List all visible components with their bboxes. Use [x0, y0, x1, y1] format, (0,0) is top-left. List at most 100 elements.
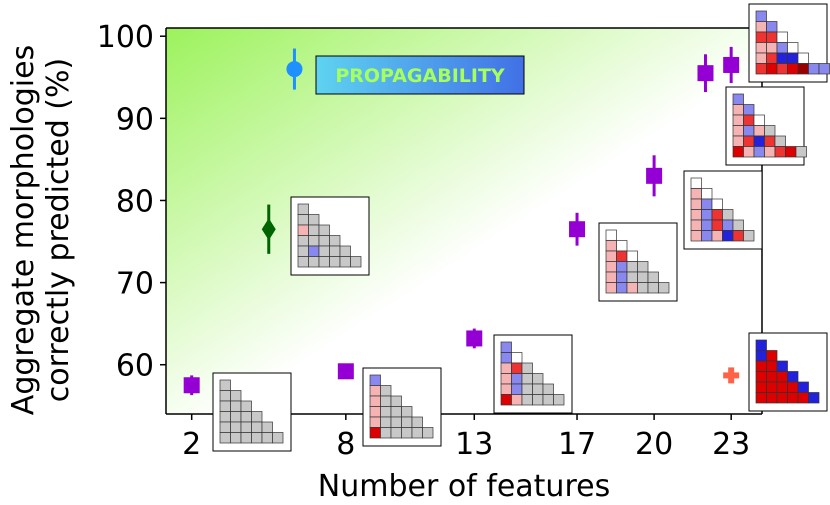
inset-17-cell-5-1 [616, 282, 628, 294]
inset-corner-cell-5-3 [787, 392, 799, 404]
inset-17-cell-3-1 [616, 261, 628, 273]
inset-20-cell-3-3 [722, 209, 734, 221]
inset-22-cell-2-2 [753, 114, 765, 126]
point-square-23 [723, 56, 740, 73]
inset-13-cell-4-3 [532, 383, 544, 395]
inset-13-cell-2-0 [500, 362, 512, 374]
inset-corner-cell-5-0 [755, 392, 767, 404]
inset-17-cell-1-1 [616, 240, 628, 252]
point-square-8 [337, 363, 354, 380]
inset-23-cell-4-3 [787, 52, 799, 64]
inset-22-cell-2-0 [732, 114, 744, 126]
inset-corner-cell-3-2 [776, 371, 788, 383]
inset-prop-cell-4-0 [297, 245, 309, 257]
inset-13-cell-4-0 [500, 383, 512, 395]
inset-17-cell-0-0 [605, 229, 617, 241]
inset-corner-cell-0-0 [755, 339, 767, 351]
inset-22-cell-0-0 [732, 93, 744, 105]
inset-corner [748, 332, 828, 412]
inset-17-cell-3-0 [605, 261, 617, 273]
inset-22-cell-5-6 [795, 146, 807, 158]
inset-20-cell-3-0 [690, 209, 702, 221]
inset-prop-cell-2-0 [297, 224, 309, 236]
inset-2-cell-2-0 [219, 400, 231, 412]
inset-13-cell-3-0 [500, 373, 512, 385]
inset-2-cell-4-1 [230, 421, 242, 433]
inset-22-cell-5-2 [753, 146, 765, 158]
inset-23-cell-4-1 [766, 52, 778, 64]
x-tick-label-8: 8 [336, 427, 355, 462]
inset-corner-cell-5-2 [776, 392, 788, 404]
inset-13-cell-1-1 [511, 352, 523, 364]
inset-2-cell-5-2 [240, 432, 252, 444]
inset-2-cell-5-5 [272, 432, 284, 444]
inset-23-cell-1-1 [766, 21, 778, 33]
inset-2-cell-1-1 [230, 390, 242, 402]
inset-23-cell-5-0 [755, 63, 767, 75]
inset-20-cell-5-3 [722, 230, 734, 242]
inset-20-cell-5-0 [690, 230, 702, 242]
inset-23-cell-2-1 [766, 31, 778, 43]
inset-22-cell-5-3 [764, 146, 776, 158]
inset-17-cell-4-2 [626, 271, 638, 283]
inset-13-cell-4-4 [542, 383, 554, 395]
inset-8-cell-5-2 [390, 427, 402, 439]
inset-13-cell-2-2 [521, 362, 533, 374]
inset-17-cell-3-3 [637, 261, 649, 273]
inset-8-cell-4-2 [390, 416, 402, 428]
y-tick-label-80: 80 [116, 184, 154, 219]
inset-17-cell-5-0 [605, 282, 617, 294]
point-square-20 [646, 167, 663, 184]
x-tick-label-20: 20 [635, 427, 673, 462]
inset-13-cell-3-3 [532, 373, 544, 385]
inset-2-cell-4-0 [219, 421, 231, 433]
inset-2-cell-3-3 [251, 411, 263, 423]
inset-2-cell-3-2 [240, 411, 252, 423]
inset-17-cell-5-4 [647, 282, 659, 294]
inset-prop-cell-0-0 [297, 203, 309, 215]
inset-corner-cell-3-3 [787, 371, 799, 383]
inset-22-cell-4-3 [764, 135, 776, 147]
inset-8-cell-5-4 [411, 427, 423, 439]
inset-23-cell-4-2 [776, 52, 788, 64]
inset-prop-cell-5-5 [350, 256, 362, 268]
inset-8-cell-4-3 [401, 416, 413, 428]
x-tick-label-23: 23 [712, 427, 750, 462]
inset-prop-cell-3-2 [318, 235, 330, 247]
inset-20-cell-0-0 [690, 177, 702, 189]
inset-2-cell-4-2 [240, 421, 252, 433]
inset-corner-cell-2-2 [776, 360, 788, 372]
data-marks [183, 46, 740, 396]
y-axis-label: Aggregate morphologies correctly predict… [6, 45, 76, 415]
inset-8-cell-1-0 [369, 385, 381, 397]
inset-13-cell-5-4 [542, 394, 554, 406]
inset-22-cell-5-5 [785, 146, 797, 158]
y-axis-label-line-2: correctly predicted (%) [41, 58, 76, 402]
inset-20-cell-4-3 [722, 219, 734, 231]
point-square-17 [569, 221, 586, 238]
inset-8-cell-3-1 [380, 406, 392, 418]
inset-20-cell-3-2 [711, 209, 723, 221]
inset-prop-cell-3-1 [308, 235, 320, 247]
inset-prop-cell-5-2 [318, 256, 330, 268]
inset-8-cell-2-2 [390, 395, 402, 407]
inset-17-cell-5-2 [626, 282, 638, 294]
inset-8-cell-3-2 [390, 406, 402, 418]
inset-8-cell-3-3 [401, 406, 413, 418]
inset-8-cell-0-0 [369, 374, 381, 386]
inset-corner-cell-5-5 [808, 392, 820, 404]
inset-corner-cell-4-1 [766, 381, 778, 393]
inset-20-cell-4-4 [732, 219, 744, 231]
inset-corner-cell-3-0 [755, 371, 767, 383]
inset-13-cell-1-0 [500, 352, 512, 364]
inset-23-cell-0-0 [755, 10, 767, 22]
inset-20-cell-4-2 [711, 219, 723, 231]
x-tick-label-2: 2 [182, 427, 201, 462]
x-axis-label: Number of features [318, 469, 610, 504]
inset-corner-cell-1-0 [755, 350, 767, 362]
inset-2 [212, 372, 292, 452]
x-tick-label-13: 13 [455, 427, 493, 462]
inset-17-cell-4-3 [637, 271, 649, 283]
inset-23-cell-4-4 [797, 52, 809, 64]
